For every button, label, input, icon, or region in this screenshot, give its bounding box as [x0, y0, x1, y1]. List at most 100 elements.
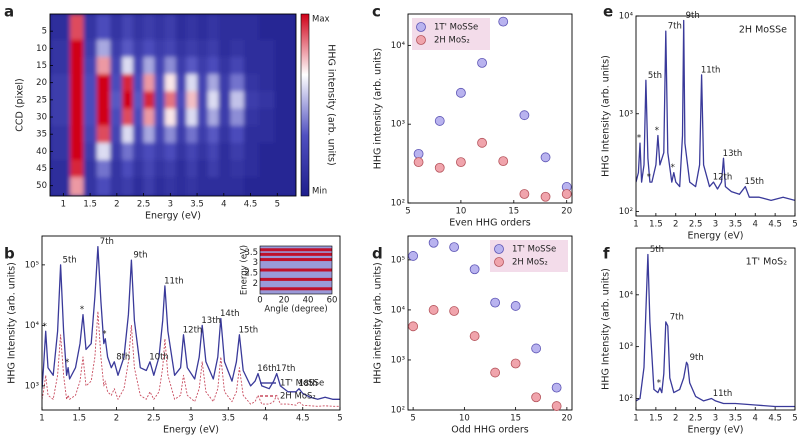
heatmap-cell: [132, 177, 144, 196]
heatmap-cell: [274, 177, 296, 196]
peak-label: 15th: [745, 177, 765, 187]
y-tick-label: 10⁴: [391, 41, 406, 51]
heatmap-cell: [164, 108, 177, 127]
heatmap-cell: [110, 39, 123, 58]
y-tick-label: 10³: [25, 381, 39, 391]
panel-letter: f: [603, 245, 610, 263]
x-tick-label: 4.5: [244, 200, 258, 210]
heatmap-cell: [230, 177, 245, 196]
panel: e 1 1.5 2 2.5 3 3.5 4 4.5 5 10² 10³ 10⁴ Energy (eV) HH…: [601, 3, 798, 242]
x-tick-label: 1: [633, 414, 638, 424]
heatmap-cell: [218, 74, 231, 92]
panel: a 1 1.5 2 2.5 3 3.5 4 4.5 5 5 10 15 20 25 30 35 40 45 50 Ene…: [4, 3, 337, 222]
sample-label: 1T' MoS₂: [746, 257, 788, 268]
data-point: [469, 264, 480, 275]
heatmap-cell: [218, 56, 231, 75]
lines: [636, 253, 795, 408]
heatmap-cell: [243, 159, 259, 178]
data-point: [531, 343, 542, 354]
heatmap-cell: [70, 74, 84, 92]
heatmap-cell: [122, 142, 134, 161]
panel-letter: b: [4, 245, 15, 263]
x-tick-label: 5: [275, 200, 280, 210]
x-tick-label: 2: [673, 220, 678, 230]
peak-label: 11th: [701, 65, 721, 75]
heatmap-cell: [230, 159, 245, 178]
heatmap-cell: [154, 14, 166, 41]
heatmap-cell: [122, 39, 134, 58]
data-point: [551, 401, 562, 411]
inset-frame: [259, 245, 333, 295]
heatmap-cell: [274, 56, 296, 75]
x-tick-label: 2: [673, 414, 678, 424]
inset-y-tick-label: 2.5: [244, 269, 258, 279]
heatmap-cell: [230, 39, 245, 58]
x-tick-label: 4: [263, 414, 268, 424]
data-point: [449, 242, 460, 253]
legend-marker: [416, 22, 426, 32]
heatmap-cell: [143, 125, 155, 144]
heatmap-cell: [243, 56, 259, 75]
heatmap-cell: [175, 159, 187, 178]
heatmap-cell: [154, 39, 166, 58]
heatmap-cell: [218, 159, 231, 178]
data-point: [477, 57, 487, 68]
peak-label: 5th: [63, 255, 77, 265]
heatmap-cell: [132, 74, 144, 92]
heatmap-cell: [70, 142, 84, 161]
heatmap-cell: [50, 14, 71, 41]
heatmap-cell: [175, 74, 187, 92]
y-tick-label: 10²: [619, 207, 633, 217]
heatmap-cell: [83, 74, 98, 92]
heatmap-cell: [258, 56, 276, 75]
plot-frame: [635, 15, 796, 217]
data-point: [490, 367, 501, 378]
colorbar-max: Max: [312, 15, 330, 25]
heatmap-cell: [143, 108, 155, 127]
heatmap-cell: [218, 91, 231, 109]
x-tick-label: 3: [713, 414, 718, 424]
data-point: [519, 110, 530, 121]
x-tick-label: 3: [713, 220, 718, 230]
x-tick-label: 10: [455, 207, 466, 217]
x-tick-label: 1: [61, 200, 66, 210]
data-point: [434, 116, 445, 126]
heatmap-cell: [197, 159, 209, 178]
heatmap-cell: [218, 108, 231, 127]
heatmap-cell: [132, 142, 144, 161]
plot-frame: [49, 13, 297, 197]
heatmap-cell: [122, 125, 134, 144]
heatmap-cell: [132, 125, 144, 144]
heatmap-cell: [258, 142, 276, 161]
heatmap-cell: [143, 14, 155, 41]
peak-label: 16th: [257, 364, 277, 374]
heatmap-cell: [110, 177, 123, 196]
colorbar-label: HHG intensity (arb. units): [326, 44, 337, 165]
heatmap-cell: [218, 125, 231, 144]
peak-label: 5th: [648, 71, 662, 81]
heatmap-cell: [243, 177, 259, 196]
heatmap-cell: [143, 142, 155, 161]
heatmap-cell: [132, 108, 144, 127]
heatmap-cell: [207, 177, 219, 196]
y-tick-label: 50: [36, 181, 47, 191]
legend-label: 2H MoS₂: [434, 36, 470, 46]
heatmap-cell: [122, 177, 134, 196]
peak-label: *: [655, 126, 659, 136]
x-tick-label: 5: [405, 207, 410, 217]
heatmap-cell: [175, 39, 187, 58]
y-tick-label: 10³: [391, 120, 405, 130]
x-tick-label: 2: [114, 414, 119, 424]
heatmap-cell: [122, 14, 134, 41]
data-point: [540, 191, 551, 202]
heatmap-cell: [207, 56, 219, 75]
heatmap-cell: [122, 159, 134, 178]
heatmap-cell: [96, 159, 111, 178]
peak-label: 18th: [298, 379, 318, 389]
heatmap-cell: [274, 159, 296, 178]
heatmap-cell: [154, 125, 166, 144]
plot-frame: [407, 13, 573, 204]
x-tick-label: 4: [221, 200, 226, 210]
